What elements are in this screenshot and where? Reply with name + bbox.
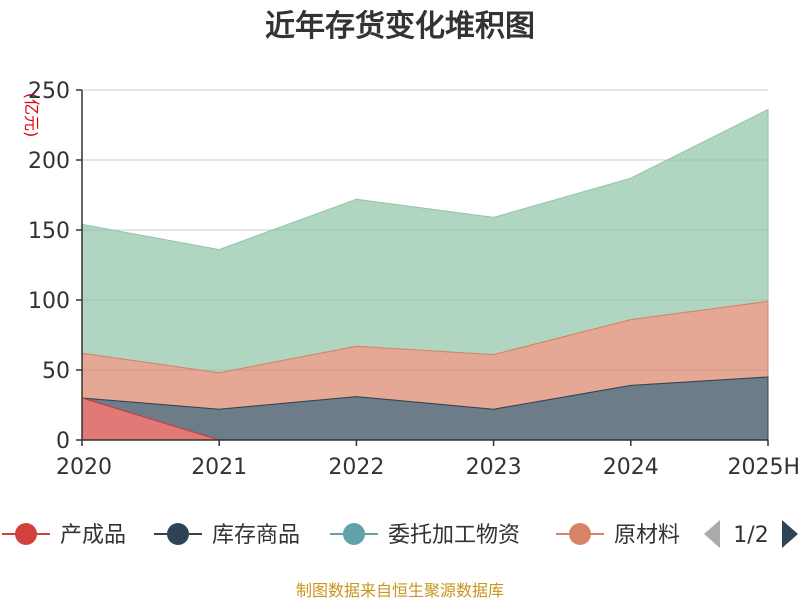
data-source-note: 制图数据来自恒生聚源数据库	[296, 581, 504, 600]
y-tick-label: 50	[42, 359, 70, 384]
x-tick-label: 2021	[191, 455, 247, 480]
tick-labels: 0 50 100 150 200 250 2020 2021 2022 2023 2024 2025H	[28, 79, 800, 480]
y-axis-unit: (亿元)	[22, 93, 41, 138]
legend-prev-page-icon[interactable]	[704, 520, 720, 548]
legend-label-2: 委托加工物资	[388, 523, 520, 548]
plot-areas	[81, 108, 769, 441]
legend-marker-1	[167, 523, 189, 545]
legend-marker-0	[15, 523, 37, 545]
chart-title: 近年存货变化堆积图	[265, 9, 535, 44]
legend-label-3-clip: 原材料	[614, 523, 680, 548]
y-tick-label: 200	[28, 149, 70, 174]
legend-item-2[interactable]: 委托加工物资	[330, 523, 520, 548]
legend-page-indicator: 1/2	[733, 523, 768, 548]
legend-item-0[interactable]: 产成品	[2, 523, 126, 548]
x-tick-label: 2020	[56, 455, 112, 480]
axes	[81, 90, 768, 441]
legend-label-3: 原材料	[614, 523, 680, 548]
y-tick-label: 0	[56, 429, 70, 454]
legend-marker-2	[343, 523, 365, 545]
y-tick-label: 250	[28, 79, 70, 104]
legend-marker-3	[569, 523, 591, 545]
y-tick-label: 100	[28, 289, 70, 314]
y-tick-label: 150	[28, 219, 70, 244]
legend[interactable]: 产成品 库存商品 委托加工物资 原材料 1/2	[2, 520, 798, 548]
x-tick-label: 2024	[603, 455, 659, 480]
legend-next-page-icon[interactable]	[782, 520, 798, 548]
x-tick-label: 2023	[466, 455, 522, 480]
legend-label-0: 产成品	[60, 523, 126, 548]
legend-label-1: 库存商品	[212, 523, 300, 548]
x-tick-label: 2022	[328, 455, 384, 480]
legend-item-3[interactable]: 原材料	[556, 523, 680, 548]
legend-item-1[interactable]: 库存商品	[154, 523, 300, 548]
x-tick-label: 2025H	[727, 455, 800, 480]
